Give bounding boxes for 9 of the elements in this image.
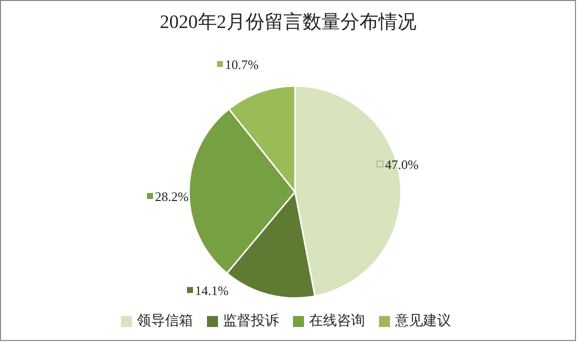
data-label: 14.1%	[195, 283, 229, 298]
legend-label: 意见建议	[395, 312, 451, 330]
data-label: 47.0%	[385, 157, 419, 172]
legend-label: 监督投诉	[223, 312, 279, 330]
data-label: 10.7%	[225, 57, 259, 72]
chart-title: 2020年2月份留言数量分布情况	[158, 11, 418, 35]
legend-label: 在线咨询	[309, 312, 365, 330]
legend-label: 领导信箱	[137, 312, 193, 330]
data-label: 28.2%	[155, 189, 189, 204]
